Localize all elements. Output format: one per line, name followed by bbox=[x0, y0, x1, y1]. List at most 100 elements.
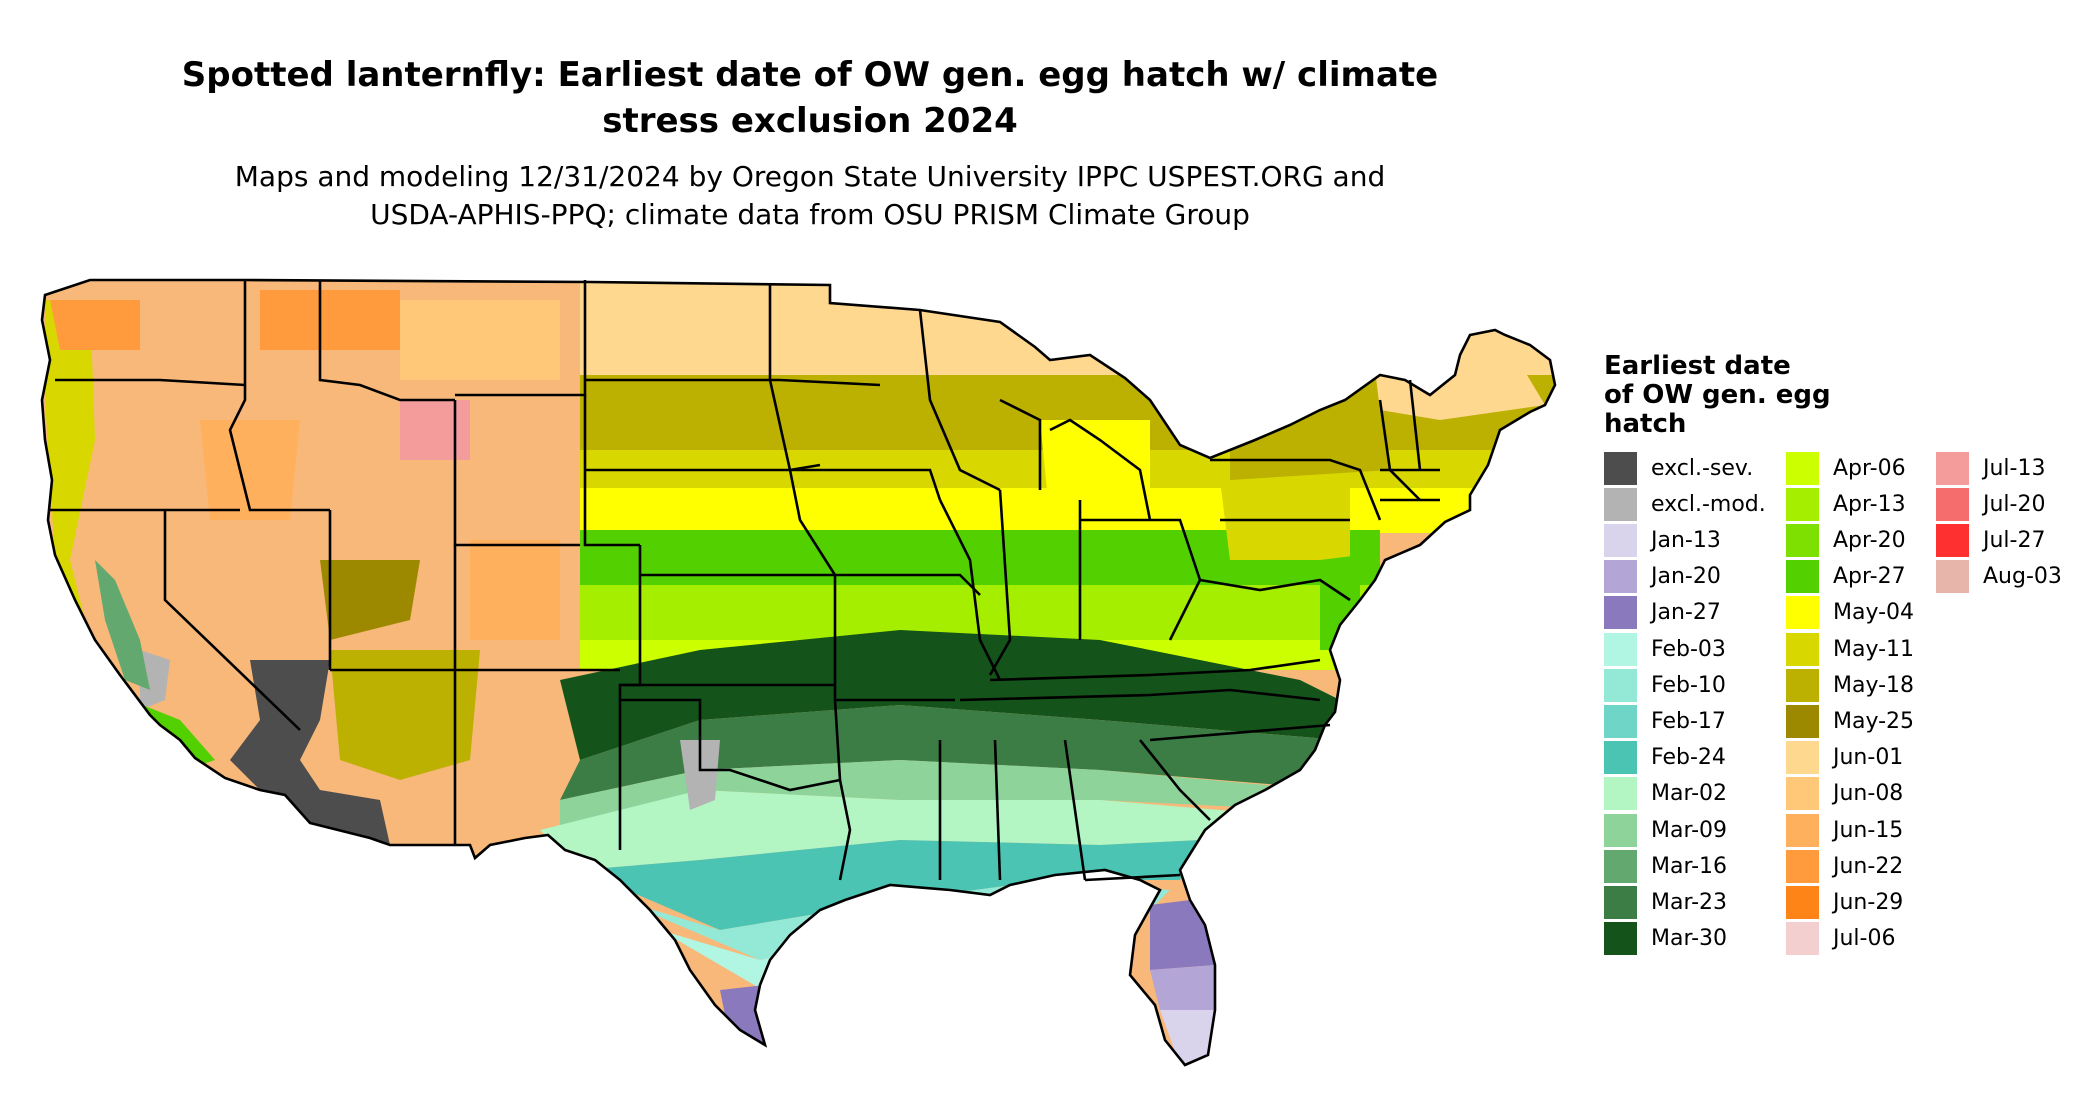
ga-sc-border bbox=[1138, 739, 1211, 821]
excl-mod-mojave bbox=[140, 650, 170, 710]
legend-label: Feb-17 bbox=[1651, 708, 1726, 734]
legend-item: excl.-mod. bbox=[1604, 487, 1766, 521]
southwest-may18 bbox=[330, 650, 480, 780]
colorado-jun15 bbox=[470, 540, 560, 640]
nd-sd-border bbox=[585, 378, 881, 387]
legend-swatch bbox=[1786, 668, 1819, 702]
legend-label: Jul-27 bbox=[1983, 527, 2046, 553]
state-borders bbox=[40, 278, 1557, 1067]
map-title: Spotted lanternfly: Earliest date of OW … bbox=[60, 52, 1560, 144]
va-wv-border bbox=[1199, 578, 1351, 602]
legend-label: Mar-30 bbox=[1651, 926, 1728, 952]
legend-label: Jun-01 bbox=[1833, 745, 1904, 771]
legend-item: Feb-24 bbox=[1604, 741, 1726, 775]
legend-item: May-25 bbox=[1786, 704, 1914, 738]
legend-label: Apr-13 bbox=[1833, 491, 1906, 517]
legend-item: Jun-01 bbox=[1786, 741, 1903, 775]
legend-swatch bbox=[1786, 849, 1819, 883]
band-mar02 bbox=[540, 790, 1280, 870]
wy-east-border bbox=[583, 395, 640, 547]
legend-label: Jan-20 bbox=[1651, 564, 1721, 590]
legend-swatch bbox=[1604, 777, 1637, 811]
tn-ky-line bbox=[989, 658, 1321, 682]
fl-north-border bbox=[1084, 873, 1181, 882]
legend-swatch bbox=[1604, 741, 1637, 775]
nc-sc-border bbox=[1149, 723, 1331, 742]
ca-nv-border bbox=[163, 510, 301, 731]
subtitle-line-1: Maps and modeling 12/31/2024 by Oregon S… bbox=[234, 160, 1386, 193]
ar-la-border bbox=[838, 779, 852, 881]
legend-item: Apr-06 bbox=[1786, 451, 1906, 485]
legend-swatch bbox=[1604, 704, 1637, 738]
legend-item: Apr-13 bbox=[1786, 487, 1906, 521]
legend-label: May-11 bbox=[1833, 636, 1915, 662]
legend-label: Jun-22 bbox=[1833, 853, 1904, 879]
legend-item: Jun-22 bbox=[1786, 849, 1903, 883]
legend-label: May-18 bbox=[1833, 672, 1915, 698]
legend-item: Feb-03 bbox=[1604, 632, 1726, 666]
legend-swatch bbox=[1604, 523, 1637, 557]
legend-title-line-2: of OW gen. egg bbox=[1604, 380, 1831, 410]
legend-item: Jul-13 bbox=[1936, 451, 2045, 485]
utah-may25 bbox=[320, 560, 420, 640]
legend-swatch bbox=[1604, 813, 1637, 847]
excl-mod-texas bbox=[680, 740, 720, 810]
wi-west-border bbox=[918, 309, 1001, 492]
central-valley-mar16 bbox=[95, 560, 150, 690]
legend-item: Mar-30 bbox=[1604, 922, 1727, 956]
legend-label: Mar-16 bbox=[1651, 853, 1728, 879]
legend-label: Feb-03 bbox=[1651, 636, 1726, 662]
legend-swatch bbox=[1786, 885, 1819, 919]
legend-swatch bbox=[1604, 451, 1637, 485]
legend-swatch bbox=[1786, 777, 1819, 811]
legend-swatch bbox=[1936, 560, 1969, 594]
legend-item: Jan-20 bbox=[1604, 560, 1721, 594]
legend-swatch bbox=[1786, 560, 1819, 594]
legend-label: Mar-23 bbox=[1651, 889, 1728, 915]
legend-label: Apr-20 bbox=[1833, 527, 1906, 553]
legend-item: Feb-10 bbox=[1604, 668, 1726, 702]
mid-atlantic-apr27 bbox=[1320, 555, 1360, 650]
legend-title-line-3: hatch bbox=[1604, 409, 1687, 439]
legend-item: Feb-17 bbox=[1604, 704, 1726, 738]
oh-pa-border bbox=[1080, 518, 1202, 641]
band-mar30 bbox=[560, 630, 1340, 760]
legend-item: Mar-23 bbox=[1604, 885, 1727, 919]
tn-south-line bbox=[959, 688, 1321, 702]
legend-swatch bbox=[1604, 596, 1637, 630]
legend-label: Aug-03 bbox=[1983, 564, 2062, 590]
montana-jun08 bbox=[400, 300, 560, 380]
legend-swatch bbox=[1936, 523, 1969, 557]
ok-tx-border bbox=[620, 698, 841, 792]
wyoming-jul13 bbox=[400, 400, 470, 460]
legend-swatch bbox=[1786, 596, 1819, 630]
il-west-border bbox=[938, 499, 1002, 681]
idaho-jun22 bbox=[260, 290, 400, 350]
wa-coast-jun22 bbox=[50, 300, 140, 350]
legend-label: excl.-sev. bbox=[1651, 455, 1754, 481]
subtitle-line-2: USDA-APHIS-PPQ; climate data from OSU PR… bbox=[370, 198, 1250, 231]
legend-label: Jan-27 bbox=[1651, 600, 1721, 626]
band-mar23 bbox=[560, 705, 1340, 800]
legend-label: Jul-13 bbox=[1983, 455, 2046, 481]
legend-item: May-04 bbox=[1786, 596, 1914, 630]
title-line-2: stress exclusion 2024 bbox=[602, 101, 1018, 141]
legend-swatch bbox=[1786, 922, 1819, 956]
legend-swatch bbox=[1604, 487, 1637, 521]
legend-swatch bbox=[1786, 741, 1819, 775]
id-south-border bbox=[238, 469, 330, 512]
il-in-border bbox=[988, 489, 1012, 676]
legend-swatch bbox=[1604, 922, 1637, 956]
legend-label: Jul-20 bbox=[1983, 491, 2046, 517]
legend-label: Jun-29 bbox=[1833, 889, 1904, 915]
legend-item: Apr-20 bbox=[1786, 523, 1906, 557]
wa-or-border bbox=[55, 378, 246, 387]
legend-item: Mar-16 bbox=[1604, 849, 1727, 883]
michigan-may04 bbox=[1040, 420, 1150, 520]
nevada-jun15 bbox=[200, 420, 300, 520]
legend-item: Jan-27 bbox=[1604, 596, 1721, 630]
legend-label: May-25 bbox=[1833, 708, 1915, 734]
legend-swatch bbox=[1604, 560, 1637, 594]
legend-item: Jul-27 bbox=[1936, 523, 2045, 557]
